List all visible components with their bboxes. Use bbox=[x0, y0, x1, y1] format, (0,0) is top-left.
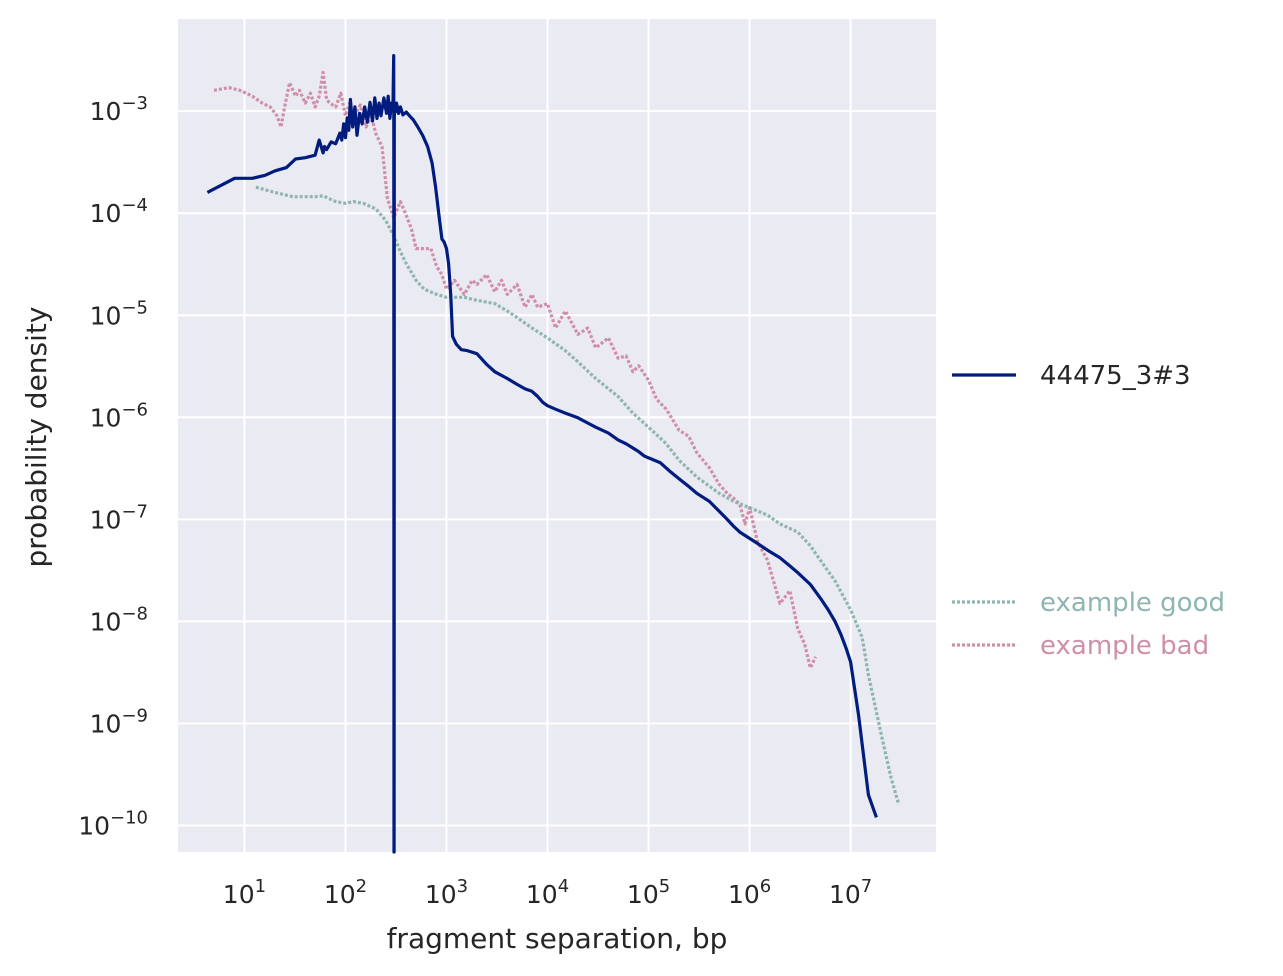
y-tick-label: 10−3 bbox=[90, 93, 148, 126]
x-tick-label: 102 bbox=[324, 876, 367, 909]
y-tick-label: 10−4 bbox=[90, 195, 148, 228]
y-tick-label: 10−8 bbox=[90, 603, 148, 636]
y-axis-ticks: 10−3 10−4 10−5 10−6 10−7 10−8 10−9 10−10 bbox=[78, 93, 148, 840]
y-tick-label: 10−5 bbox=[90, 297, 148, 330]
legend-label-0: 44475_3#3 bbox=[1040, 361, 1191, 391]
grid bbox=[178, 19, 936, 852]
series-layer bbox=[206, 53, 901, 854]
x-tick-label: 107 bbox=[829, 876, 872, 909]
y-tick-label: 10−6 bbox=[90, 399, 148, 432]
series-line-0 bbox=[206, 53, 878, 854]
y-tick-label: 10−10 bbox=[78, 808, 148, 841]
y-tick-label: 10−9 bbox=[90, 705, 148, 738]
legend-label-2: example bad bbox=[1040, 631, 1209, 661]
x-tick-label: 106 bbox=[728, 876, 771, 909]
x-axis-ticks: 101 102 103 104 105 106 107 bbox=[223, 876, 872, 909]
series-line-1 bbox=[255, 185, 901, 806]
y-tick-label: 10−7 bbox=[90, 501, 148, 534]
plot-background bbox=[178, 19, 936, 852]
x-tick-label: 105 bbox=[627, 876, 670, 909]
y-axis-label: probability density bbox=[20, 307, 53, 568]
series-line-2 bbox=[213, 70, 818, 670]
legend-label-1: example good bbox=[1040, 588, 1225, 618]
x-tick-label: 103 bbox=[425, 876, 468, 909]
x-tick-label: 101 bbox=[223, 876, 266, 909]
x-axis-label: fragment separation, bp bbox=[387, 922, 728, 955]
x-tick-label: 104 bbox=[526, 876, 569, 909]
